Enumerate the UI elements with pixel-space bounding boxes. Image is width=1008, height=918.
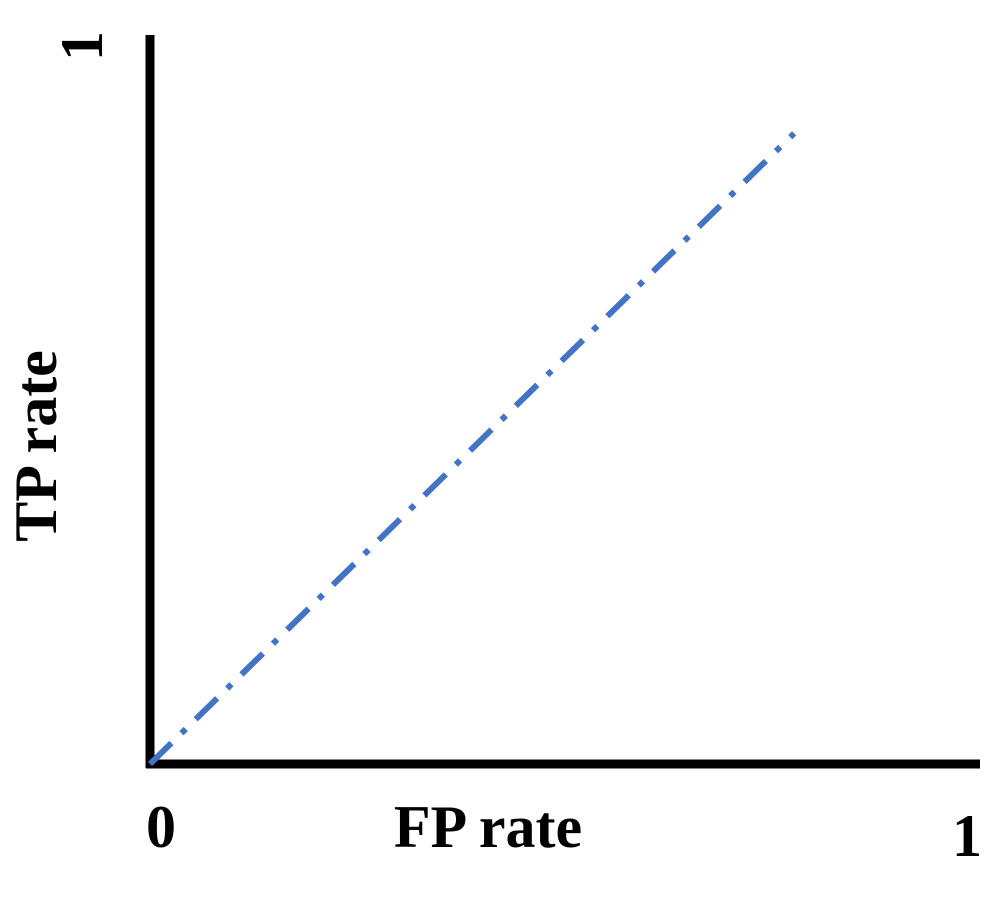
series-line-0 (147, 131, 797, 767)
x-axis-label: FP rate (394, 794, 582, 860)
x-tick-label-0: 0 (146, 794, 176, 860)
y-axis-label: TP rate (3, 350, 69, 542)
y-tick-label-1: 1 (49, 31, 115, 61)
series-layer (147, 131, 797, 767)
x-tick-label-1: 1 (952, 803, 982, 869)
